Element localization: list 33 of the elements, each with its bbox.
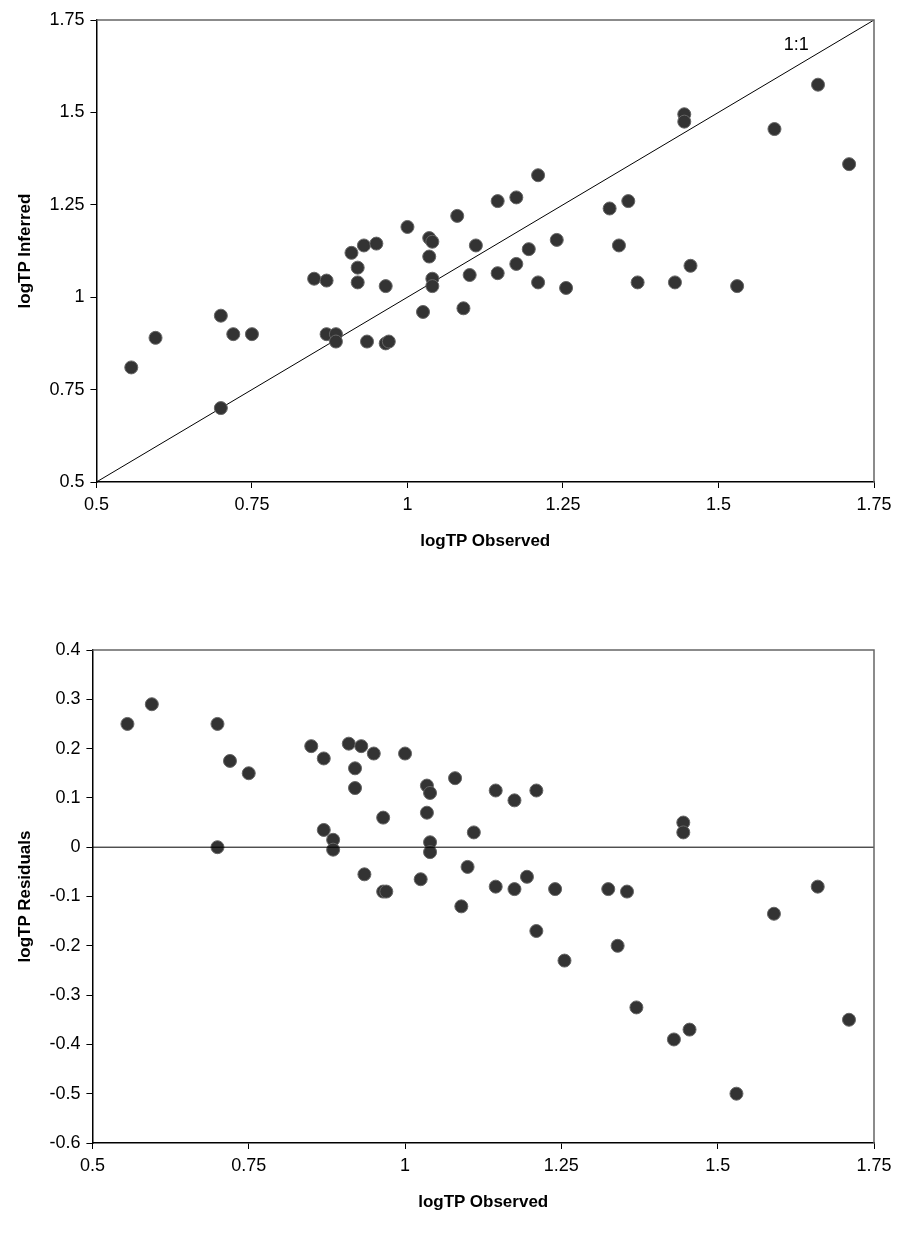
y-tick-label: 0 — [70, 836, 81, 857]
y-tick-label: 0.1 — [55, 786, 81, 807]
x-tick-label: 1.25 — [545, 493, 581, 514]
y-tick-label: -0.1 — [49, 885, 81, 906]
y-axis-title: logTP Residuals — [14, 830, 34, 963]
x-tick-label: 1.5 — [705, 1154, 731, 1175]
y-tick-label: 1.25 — [49, 193, 85, 214]
x-tick-label: 1.75 — [856, 1154, 892, 1175]
x-tick-label: 1 — [402, 493, 413, 514]
y-tick-label: 1 — [74, 286, 85, 307]
y-tick-label: -0.6 — [49, 1131, 81, 1152]
y-tick-label: 0.3 — [55, 688, 81, 709]
x-tick-label: 1 — [400, 1154, 411, 1175]
y-tick-label: 0.4 — [55, 638, 81, 659]
y-tick-label: -0.5 — [49, 1082, 81, 1103]
y-tick-label: 0.5 — [59, 470, 85, 491]
x-tick-label: 1.75 — [856, 493, 892, 514]
y-tick-label: -0.4 — [49, 1033, 81, 1054]
x-axis-title: logTP Observed — [420, 531, 551, 551]
y-tick-label: 1.75 — [49, 8, 85, 29]
y-tick-label: -0.3 — [49, 984, 81, 1005]
x-tick-label: 0.5 — [83, 493, 109, 514]
x-tick-label: 0.75 — [231, 1154, 267, 1175]
x-tick-label: 1.25 — [543, 1154, 579, 1175]
y-tick-label: -0.2 — [49, 934, 81, 955]
y-tick-label: 0.75 — [49, 378, 85, 399]
x-tick-label: 1.5 — [705, 493, 731, 514]
y-axis-title: logTP Inferred — [14, 193, 34, 309]
y-tick-label: 0.2 — [55, 737, 81, 758]
x-axis-title: logTP Observed — [418, 1192, 549, 1212]
annotation: 1:1 — [783, 33, 809, 54]
x-tick-label: 0.75 — [234, 493, 270, 514]
y-tick-label: 1.5 — [59, 101, 85, 122]
